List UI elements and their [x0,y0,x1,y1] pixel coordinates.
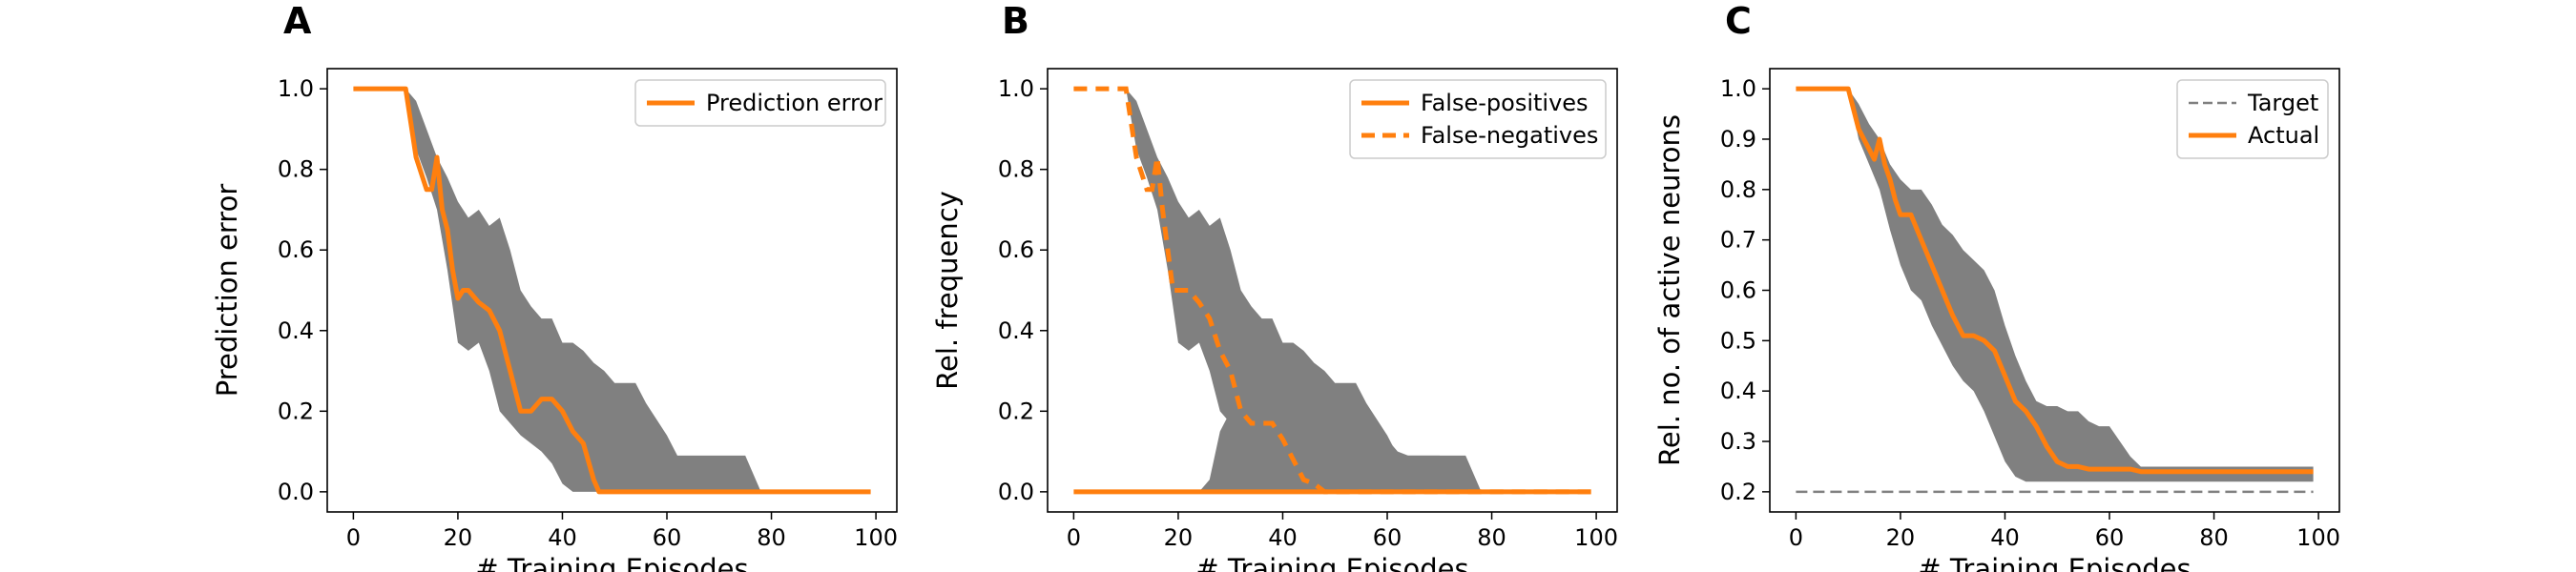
series-line-false-negatives [1073,86,1591,495]
x-tick-label: 100 [2296,524,2340,551]
x-tick-label: 80 [1477,524,1506,551]
x-tick-label: 80 [757,524,786,551]
x-axis-label: # Training Episodes [475,553,748,572]
legend-box [1349,79,1607,159]
x-tick-label: 100 [854,524,898,551]
axes-frame [326,68,898,513]
y-tick-label: 0.4 [278,317,314,344]
x-tick-label: 100 [1574,524,1618,551]
y-tick-label: 0.4 [1720,378,1756,404]
x-tick-label: 40 [548,524,577,551]
x-tick-label: 60 [2095,524,2125,551]
x-tick-label: 20 [1164,524,1194,551]
series-line-prediction-error [353,86,871,495]
y-tick-label: 0.8 [278,156,314,183]
y-tick-label: 0.2 [998,398,1034,424]
y-tick-label: 0.6 [278,236,314,263]
panel-letter: A [283,0,312,42]
y-tick-label: 0.8 [998,156,1034,183]
panel-letter: B [1002,0,1029,42]
y-tick-label: 0.8 [1720,176,1756,203]
legend-entry: Actual [2248,122,2319,149]
legend: Prediction error [634,79,886,127]
legend-entry: False-positives [1421,90,1589,116]
x-tick-label: 40 [1268,524,1298,551]
y-axis-label: Rel. no. of active neurons [1653,114,1686,466]
x-tick-label: 40 [1990,524,2020,551]
axes-frame [1047,68,1618,513]
legend: Target Actual [2176,79,2329,159]
panel-b: B 0 20 40 60 80 100 0.0 0.2 0.4 0.6 0.8 1.0 # Trainin… [931,0,1618,572]
y-tick-label: 0.9 [1720,126,1756,153]
x-tick-label: 0 [1067,524,1081,551]
legend: False-positives False-negatives [1349,79,1607,159]
x-tick-label: 80 [2199,524,2229,551]
y-tick-label: 0.2 [1720,479,1756,505]
y-tick-label: 0.0 [998,479,1034,505]
y-tick-label: 0.3 [1720,428,1756,455]
y-tick-label: 0.2 [278,398,314,424]
panel-a: A 0 20 40 60 80 100 0.0 0.2 0.4 0.6 0.8 1.0 # Trainin… [211,0,898,572]
y-tick-label: 1.0 [278,75,314,102]
x-axis-label: # Training Episodes [1918,553,2191,572]
y-tick-label: 0.5 [1720,327,1756,354]
panel-c: C 0 20 40 60 80 100 0.2 0.3 0.4 0.5 0.6 0.7 0.8 0.9 1.0… [1653,0,2340,572]
y-axis-label: Rel. frequency [931,191,964,390]
y-tick-label: 0.0 [278,479,314,505]
legend-entry: Target [2247,90,2318,116]
y-tick-label: 0.4 [998,317,1034,344]
y-tick-label: 0.6 [998,236,1034,263]
y-tick-label: 1.0 [998,75,1034,102]
x-tick-label: 60 [1373,524,1402,551]
y-tick-label: 1.0 [1720,75,1756,102]
y-tick-label: 0.6 [1720,277,1756,304]
series-line-actual [1796,86,2314,475]
x-tick-label: 0 [1789,524,1803,551]
y-tick-label: 0.7 [1720,227,1756,254]
x-axis-label: # Training Episodes [1195,553,1468,572]
panel-letter: C [1725,0,1752,42]
legend-entry: False-negatives [1421,122,1598,149]
confidence-band [1198,391,1482,492]
confidence-band [353,89,871,492]
y-axis-label: Prediction error [211,184,243,398]
legend-entry: Prediction error [706,90,883,116]
legend-box [634,79,886,127]
x-tick-label: 60 [653,524,682,551]
x-tick-label: 0 [346,524,361,551]
x-tick-label: 20 [444,524,473,551]
legend-box [2176,79,2329,159]
x-tick-label: 20 [1886,524,1916,551]
